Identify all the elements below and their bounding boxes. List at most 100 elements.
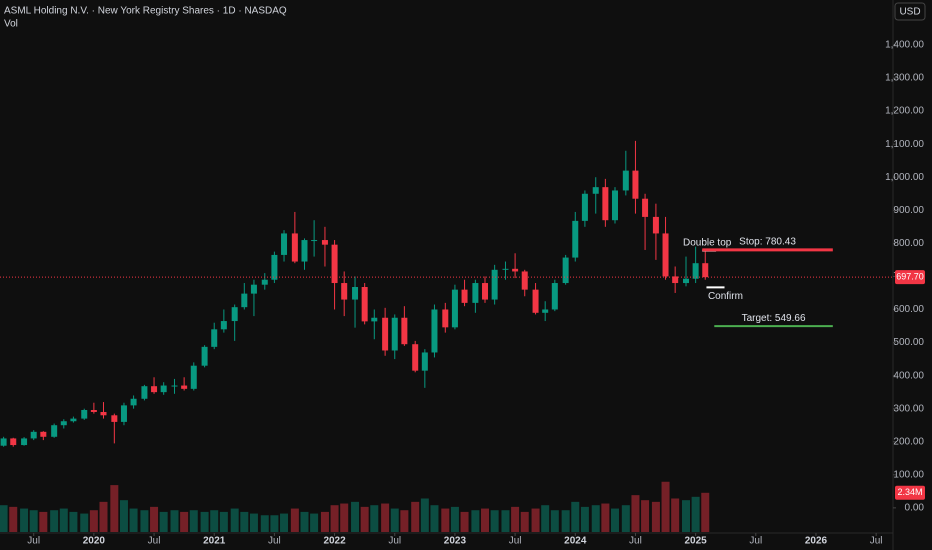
volume-bar xyxy=(240,511,249,532)
candle-body xyxy=(141,386,148,399)
y-tick-label: 600.00 xyxy=(893,304,924,315)
candle-body xyxy=(231,307,238,322)
candle-body xyxy=(502,268,509,270)
y-tick-label: 1,100.00 xyxy=(885,139,924,150)
volume-bar xyxy=(280,513,289,532)
volume-bar xyxy=(69,511,78,532)
volume-bar xyxy=(0,505,8,532)
last-volume-tag xyxy=(895,485,925,500)
annotation-text: Confirm xyxy=(708,291,743,302)
last-volume-label: 2.34M xyxy=(897,487,922,497)
volume-bar xyxy=(501,510,510,532)
y-tick-label: 1,400.00 xyxy=(885,40,924,51)
volume-bar xyxy=(430,505,439,532)
candle-body xyxy=(291,233,298,262)
candle-body xyxy=(401,317,408,345)
candle-body xyxy=(451,289,458,328)
volume-bar xyxy=(511,506,520,532)
annotation-text: Target: 549.66 xyxy=(742,313,806,324)
volume-bar xyxy=(370,505,379,532)
volume-bar xyxy=(701,492,710,532)
y-tick-label: 900.00 xyxy=(893,205,924,216)
volume-bar xyxy=(290,508,299,532)
x-tick-label: 2023 xyxy=(444,536,467,547)
volume-bar xyxy=(330,505,339,532)
candle-body xyxy=(642,198,649,217)
candle-body xyxy=(220,321,227,330)
volume-bar xyxy=(340,503,349,532)
x-tick-label: Jul xyxy=(388,536,401,547)
volume-bar xyxy=(300,511,309,532)
candle-body xyxy=(672,276,679,284)
volume-bar xyxy=(531,508,540,532)
y-tick-label: 0.00 xyxy=(905,503,925,514)
x-tick-label: 2022 xyxy=(323,536,346,547)
volume-bar xyxy=(89,510,98,532)
volume-bar xyxy=(550,510,559,532)
candle-body xyxy=(90,410,97,412)
candle-body xyxy=(211,329,218,347)
volume-label: Vol xyxy=(4,19,18,30)
currency-label[interactable]: USD xyxy=(899,7,920,18)
volume-bar xyxy=(400,510,409,532)
volume-bar xyxy=(420,498,429,532)
candle-body xyxy=(281,233,288,255)
y-tick-label: 200.00 xyxy=(893,436,924,447)
volume-bar xyxy=(351,501,360,532)
volume-bar xyxy=(180,511,189,532)
candle-body xyxy=(382,317,389,351)
candle-body xyxy=(632,170,639,199)
candle-body xyxy=(361,287,368,322)
y-tick-label: 500.00 xyxy=(893,337,924,348)
volume-bar xyxy=(129,508,138,532)
volume-bar xyxy=(99,501,108,532)
candle-body xyxy=(21,438,28,446)
candle-body xyxy=(442,309,449,328)
volume-bar xyxy=(80,513,89,532)
y-tick-label: 400.00 xyxy=(893,370,924,381)
y-tick-label: 1,000.00 xyxy=(885,172,924,183)
last-price-label: 697.70 xyxy=(896,272,924,282)
candle-body xyxy=(120,405,127,422)
volume-bar xyxy=(601,503,610,532)
currency-button[interactable] xyxy=(894,2,926,21)
last-price-tag xyxy=(895,270,925,285)
candle-body xyxy=(512,268,519,272)
candle-body xyxy=(130,398,137,406)
candle-body xyxy=(572,220,579,258)
volume-bar xyxy=(230,508,239,532)
volume-bar xyxy=(200,511,209,532)
candle-body xyxy=(241,293,248,308)
candle-body xyxy=(421,352,428,371)
volume-bar xyxy=(360,506,369,532)
candle-body xyxy=(111,415,118,422)
volume-bar xyxy=(189,510,198,532)
chart-title: ASML Holding N.V. · New York Registry Sh… xyxy=(4,6,287,17)
volume-bar xyxy=(390,508,399,532)
candle-body xyxy=(190,365,197,389)
volume-bar xyxy=(471,510,480,532)
candle-body xyxy=(431,309,438,353)
candle-body xyxy=(100,411,107,416)
candle-body xyxy=(581,193,588,221)
volume-bar xyxy=(441,508,450,532)
candle-body xyxy=(532,289,539,313)
x-tick-label: Jul xyxy=(749,536,762,547)
volume-bar xyxy=(29,510,38,532)
candle-body xyxy=(311,240,318,242)
volume-bar xyxy=(481,508,490,532)
candle-body xyxy=(341,283,348,300)
candle-body xyxy=(201,346,208,366)
candle-body xyxy=(181,385,188,389)
volume-bar xyxy=(310,513,319,532)
volume-bar xyxy=(59,508,68,532)
volume-bar xyxy=(270,515,279,532)
volume-bar xyxy=(661,481,670,532)
x-tick-label: Jul xyxy=(268,536,281,547)
candle-body xyxy=(30,431,37,439)
volume-bar xyxy=(210,510,219,532)
candle-body xyxy=(51,425,58,437)
candle-body xyxy=(482,283,489,300)
candle-body xyxy=(40,431,47,437)
